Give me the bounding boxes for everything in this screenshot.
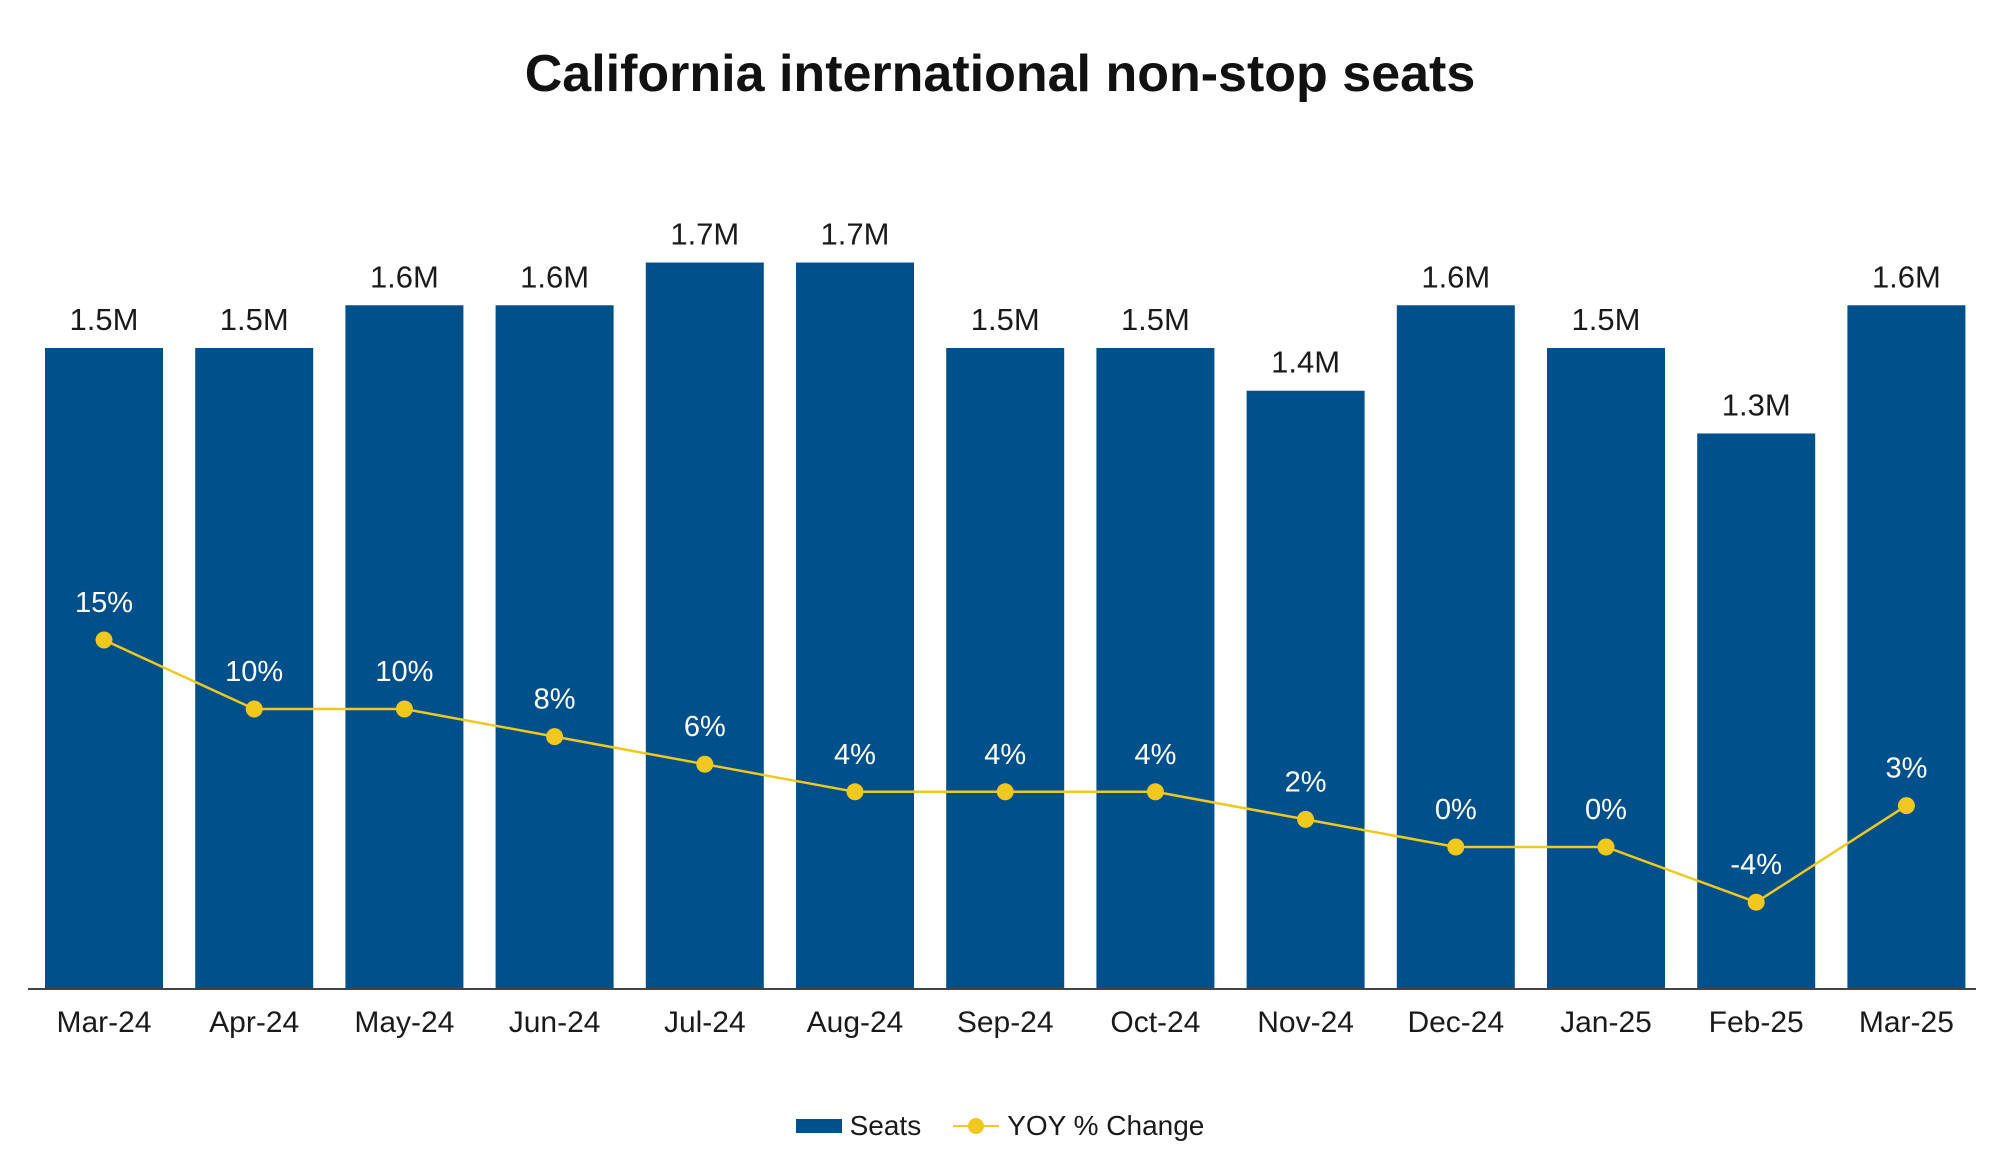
- yoy-value-label: 10%: [375, 656, 433, 688]
- bar-jul-24: [645, 262, 764, 989]
- bar-may-24: [345, 305, 464, 989]
- bar-mar-25: [1847, 305, 1966, 989]
- yoy-point: [546, 728, 564, 746]
- legend-item-yoy: YOY % Change: [953, 1110, 1204, 1142]
- yoy-value-label: 4%: [1134, 739, 1176, 771]
- yoy-point: [1297, 810, 1315, 828]
- x-tick-label: Jan-25: [1560, 1006, 1652, 1039]
- yoy-value-label: 3%: [1885, 753, 1927, 785]
- x-tick-label: Feb-25: [1709, 1006, 1804, 1039]
- bar-value-label: 1.5M: [70, 302, 139, 337]
- bar-value-label: 1.5M: [1121, 302, 1190, 337]
- yoy-point: [1597, 838, 1615, 856]
- bar-value-label: 1.6M: [520, 259, 589, 294]
- bar-nov-24: [1246, 390, 1365, 989]
- bar-value-label: 1.5M: [971, 302, 1040, 337]
- bar-value-label: 1.3M: [1722, 387, 1791, 422]
- bar-value-label: 1.7M: [821, 217, 890, 252]
- legend: Seats YOY % Change: [0, 1110, 2000, 1142]
- legend-label-seats: Seats: [849, 1110, 922, 1141]
- chart-plot: 1.5M Mar-24 1.5M Apr-24 1.6M May-24 1.6M Jun-24…: [28, 217, 1976, 1039]
- x-tick-label: Mar-25: [1859, 1006, 1954, 1039]
- x-tick-label: Apr-24: [209, 1006, 299, 1039]
- bar-value-label: 1.6M: [1872, 259, 1941, 294]
- yoy-value-label: 4%: [834, 739, 876, 771]
- yoy-point: [696, 755, 714, 773]
- yoy-point: [95, 631, 113, 649]
- bar-aug-24: [796, 262, 914, 989]
- legend-swatch-yoy: [953, 1116, 1000, 1136]
- bar-sep-24: [946, 348, 1065, 989]
- bar-jan-25: [1547, 348, 1665, 989]
- legend-item-seats: Seats: [795, 1110, 922, 1142]
- labels-layer: 1.5M Mar-24 1.5M Apr-24 1.6M May-24 1.6M Jun-24…: [56, 217, 1953, 1039]
- yoy-value-label: 2%: [1285, 766, 1327, 798]
- x-tick-label: May-24: [354, 1006, 454, 1039]
- x-tick-label: Jun-24: [509, 1006, 601, 1039]
- yoy-value-label: 15%: [75, 587, 133, 619]
- yoy-value-label: 8%: [534, 684, 576, 716]
- legend-swatch-seats: [795, 1119, 842, 1133]
- bars-layer: [45, 262, 1966, 989]
- yoy-point: [846, 783, 864, 801]
- bar-oct-24: [1096, 348, 1215, 989]
- bar-jun-24: [495, 305, 614, 989]
- yoy-point: [395, 700, 413, 718]
- bar-value-label: 1.5M: [220, 302, 289, 337]
- yoy-line-layer: [95, 631, 1915, 911]
- yoy-point: [1897, 797, 1915, 815]
- x-tick-label: Aug-24: [807, 1006, 904, 1039]
- bar-mar-24: [45, 348, 163, 989]
- yoy-value-label: 10%: [225, 656, 283, 688]
- bar-value-label: 1.7M: [670, 217, 739, 252]
- yoy-value-label: 6%: [684, 711, 726, 743]
- yoy-value-label: 0%: [1435, 794, 1477, 826]
- yoy-point: [245, 700, 263, 718]
- legend-label-yoy: YOY % Change: [1007, 1110, 1205, 1141]
- yoy-point: [1447, 838, 1465, 856]
- bar-value-label: 1.6M: [1421, 259, 1490, 294]
- x-tick-label: Mar-24: [56, 1006, 151, 1039]
- x-tick-label: Oct-24: [1110, 1006, 1200, 1039]
- chart-title: California international non-stop seats: [524, 45, 1476, 103]
- yoy-point: [1146, 783, 1164, 801]
- bar-value-label: 1.5M: [1572, 302, 1641, 337]
- yoy-value-label: 4%: [984, 739, 1026, 771]
- x-tick-label: Jul-24: [664, 1006, 746, 1039]
- x-tick-label: Nov-24: [1257, 1006, 1354, 1039]
- yoy-point: [996, 783, 1014, 801]
- bar-value-label: 1.4M: [1271, 345, 1340, 380]
- yoy-point: [1747, 893, 1765, 911]
- bar-value-label: 1.6M: [370, 259, 439, 294]
- yoy-value-label: -4%: [1730, 849, 1782, 881]
- yoy-value-label: 0%: [1585, 794, 1627, 826]
- x-tick-label: Dec-24: [1407, 1006, 1504, 1039]
- bar-dec-24: [1396, 305, 1515, 989]
- bar-apr-24: [195, 348, 314, 989]
- x-tick-label: Sep-24: [957, 1006, 1054, 1039]
